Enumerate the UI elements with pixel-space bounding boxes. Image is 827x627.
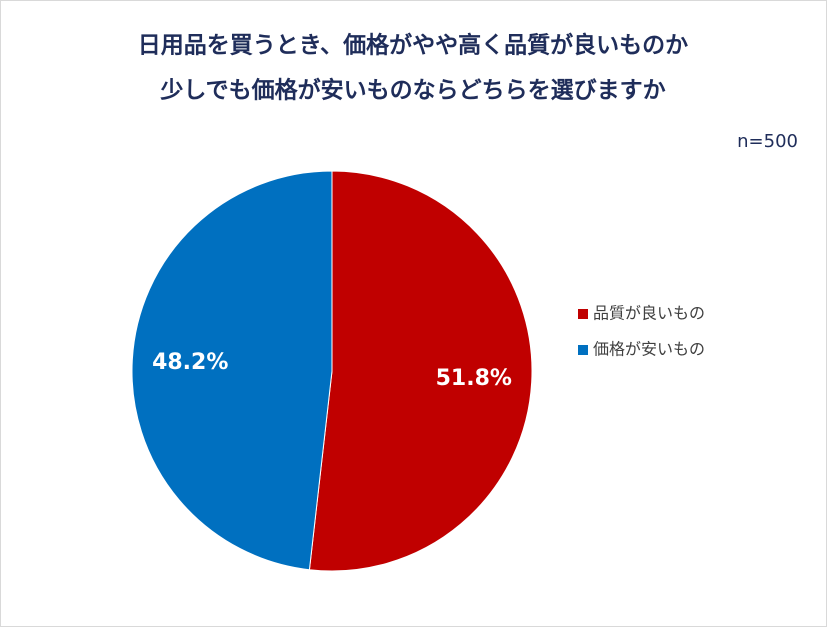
- chart-title: 日用品を買うとき、価格がやや高く品質が良いものか: [138, 32, 688, 59]
- pie-slice: [131, 170, 333, 571]
- legend-swatch: [578, 309, 588, 319]
- annotation: n=500: [737, 131, 798, 152]
- legend-swatch: [578, 345, 588, 355]
- legend-label: 品質が良いもの: [593, 304, 705, 323]
- value-label: 51.8%: [436, 366, 512, 391]
- legend-label: 価格が安いもの: [593, 340, 705, 359]
- pie-slice: [308, 170, 533, 572]
- chart-title: 少しでも価格が安いものならどちらを選びますか: [159, 77, 665, 104]
- value-label: 48.2%: [152, 350, 228, 375]
